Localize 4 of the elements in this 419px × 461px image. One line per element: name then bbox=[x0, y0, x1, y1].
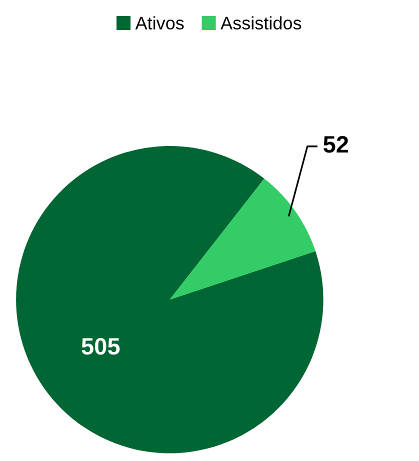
data-label: 52 bbox=[323, 136, 348, 153]
data-label: 505 bbox=[82, 338, 120, 355]
legend-label: Ativos bbox=[135, 16, 184, 30]
legend-label: Assistidos bbox=[220, 16, 302, 30]
